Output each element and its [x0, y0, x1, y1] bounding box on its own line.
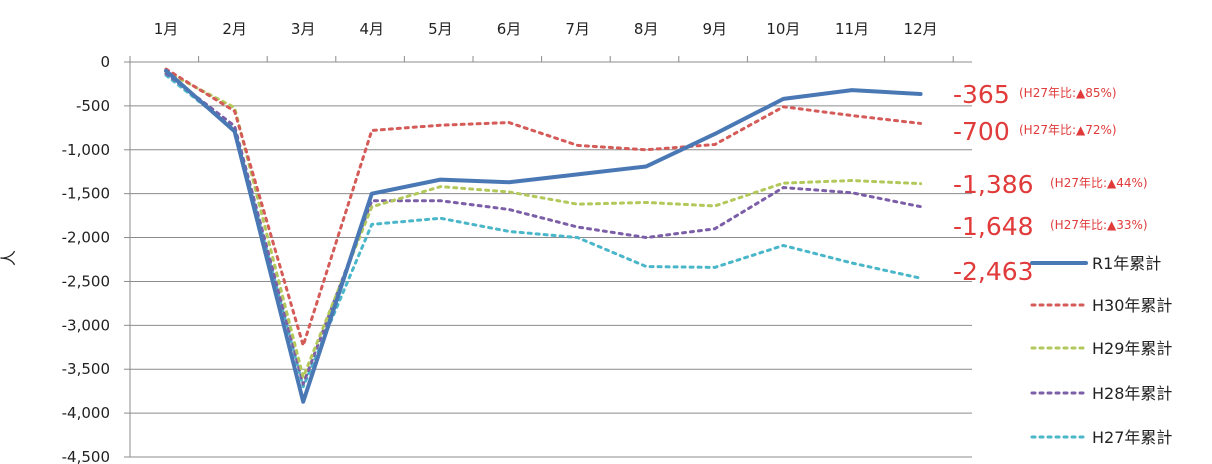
end-value-label: -1,386: [953, 170, 1034, 199]
x-tick-label: 1月: [154, 20, 179, 38]
x-tick-label: 6月: [497, 20, 522, 38]
end-label-2: -1,386 (H27年比:▲44%): [953, 170, 1148, 199]
y-tick-label: -2,000: [62, 229, 110, 247]
legend-label: H29年累計: [1092, 339, 1172, 358]
x-tick-labels: 1月 2月 3月 4月 5月 6月 7月 8月 9月 10月 11月 12月: [154, 20, 938, 38]
series-lines: [164, 67, 923, 404]
series-line-0: [164, 68, 923, 404]
series-line-4: [164, 73, 923, 389]
y-tick-label: -4,000: [62, 404, 110, 422]
series-line-3: [164, 71, 923, 386]
legend-item-3: H28年累計: [1030, 384, 1172, 403]
end-value-label: -2,463: [953, 257, 1034, 286]
end-value-note: (H27年比:▲44%): [1050, 176, 1148, 190]
legend-item-1: H30年累計: [1030, 296, 1172, 315]
end-label-3: -1,648 (H27年比:▲33%): [953, 212, 1148, 241]
axes: [124, 56, 954, 458]
y-tick-label: 0: [100, 53, 110, 71]
end-value-note: (H27年比:▲33%): [1050, 218, 1148, 232]
y-axis-label: 人: [0, 250, 18, 266]
end-value-labels: -365 (H27年比:▲85%) -700 (H27年比:▲72%) -1,386 (H…: [953, 80, 1148, 286]
end-value-note: (H27年比:▲85%): [1019, 86, 1117, 100]
end-value-label: -1,648: [953, 212, 1034, 241]
x-tick-label: 7月: [565, 20, 590, 38]
x-tick-label: 2月: [222, 20, 247, 38]
x-tick-label: 12月: [904, 20, 938, 38]
y-tick-labels: 0 -500 -1,000 -1,500 -2,000 -2,500 -3,000 -3,50…: [62, 53, 110, 464]
x-tick-label: 11月: [835, 20, 869, 38]
legend-label: R1年累計: [1092, 254, 1161, 273]
y-tick-label: -3,000: [62, 316, 110, 334]
legend-item-0: R1年累計: [1030, 254, 1161, 273]
series-line-2: [164, 70, 923, 379]
end-label-1: -700 (H27年比:▲72%): [953, 117, 1117, 146]
grid-lines: [130, 61, 972, 458]
end-value-label: -700: [953, 117, 1010, 146]
x-tick-label: 3月: [291, 20, 316, 38]
x-tick-label: 10月: [766, 20, 800, 38]
y-tick-label: -3,500: [62, 360, 110, 378]
end-value-note: (H27年比:▲72%): [1019, 123, 1117, 137]
legend-label: H30年累計: [1092, 296, 1172, 315]
y-tick-label: -1,000: [62, 141, 110, 159]
end-value-label: -365: [953, 80, 1010, 109]
x-tick-label: 5月: [428, 20, 453, 38]
legend-label: H28年累計: [1092, 384, 1172, 403]
y-tick-label: -1,500: [62, 185, 110, 203]
legend: R1年累計 H30年累計 H29年累計 H28年累計 H27年累計: [1030, 254, 1172, 447]
legend-item-4: H27年累計: [1030, 428, 1172, 447]
legend-label: H27年累計: [1092, 428, 1172, 447]
end-label-4: -2,463: [953, 257, 1034, 286]
x-tick-label: 9月: [703, 20, 728, 38]
series-line-1: [164, 67, 923, 348]
x-tick-label: 8月: [634, 20, 659, 38]
x-tick-label: 4月: [360, 20, 385, 38]
y-tick-label: -2,500: [62, 272, 110, 290]
end-label-0: -365 (H27年比:▲85%): [953, 80, 1117, 109]
y-tick-label: -500: [76, 97, 110, 115]
y-tick-label: -4,500: [62, 448, 110, 464]
legend-item-2: H29年累計: [1030, 339, 1172, 358]
